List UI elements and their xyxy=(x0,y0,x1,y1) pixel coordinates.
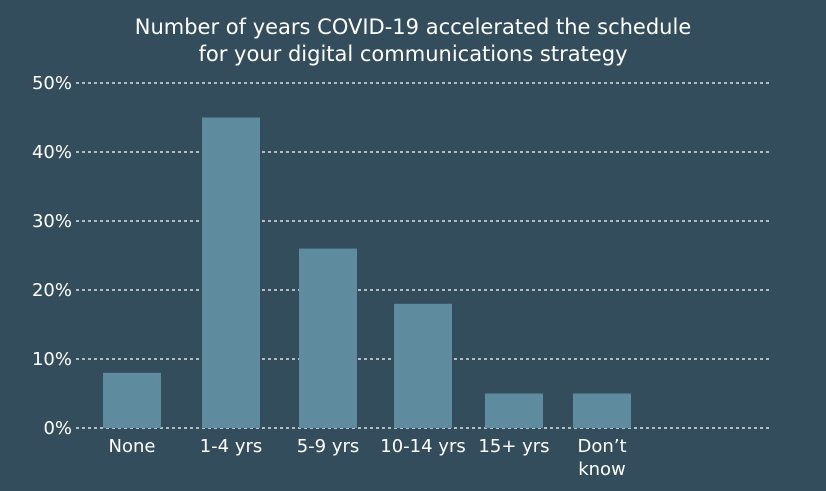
x-category-label: 15+ yrs xyxy=(478,436,549,457)
x-category-label: Don’t xyxy=(577,436,626,457)
y-tick-label: 40% xyxy=(32,142,72,163)
x-category-label: 10-14 yrs xyxy=(380,436,465,457)
bar xyxy=(394,303,452,428)
bar xyxy=(202,117,260,428)
y-tick-label: 20% xyxy=(32,280,72,301)
x-category-label: None xyxy=(109,436,156,457)
bar xyxy=(103,372,161,428)
chart-title-line-1: Number of years COVID-19 accelerated the… xyxy=(134,15,692,39)
x-category-label: 1-4 yrs xyxy=(200,436,263,457)
chart-title-line-2: for your digital communications strategy xyxy=(198,42,628,66)
bar xyxy=(485,393,543,428)
y-tick-label: 30% xyxy=(32,211,72,232)
bar xyxy=(573,393,631,428)
x-category-label: 5-9 yrs xyxy=(297,436,360,457)
bar xyxy=(299,248,357,428)
y-tick-label: 10% xyxy=(32,349,72,370)
y-tick-label: 50% xyxy=(32,73,72,94)
y-tick-label: 0% xyxy=(43,418,72,439)
x-category-label: know xyxy=(578,459,626,480)
